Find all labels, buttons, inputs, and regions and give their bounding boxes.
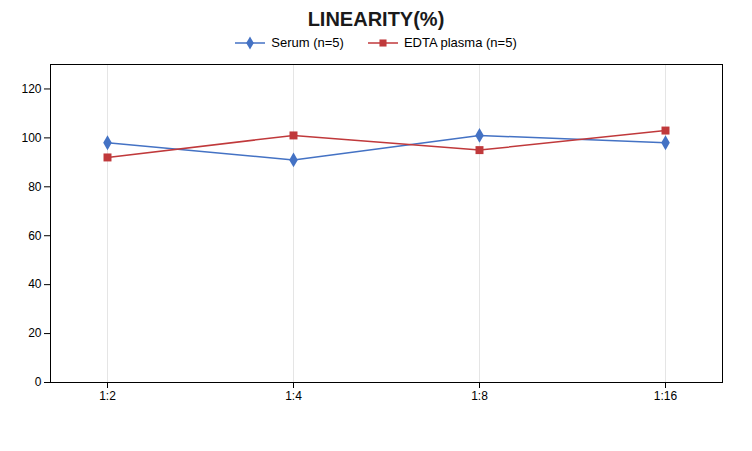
svg-text:80: 80 (28, 180, 42, 194)
svg-text:120: 120 (21, 82, 41, 96)
svg-text:1:8: 1:8 (471, 389, 488, 403)
html-text:LINEARITY(%): LINEARITY(%) (307, 8, 445, 30)
svg-text:1:16: 1:16 (654, 389, 678, 403)
svg-text:40: 40 (28, 277, 42, 291)
svg-text:0: 0 (35, 375, 42, 389)
html-text:EDTA plasma (n=5): EDTA plasma (n=5) (403, 35, 517, 50)
svg-text:60: 60 (28, 229, 42, 243)
svg-text:1:2: 1:2 (99, 389, 116, 403)
html-text:Serum (n=5): Serum (n=5) (271, 35, 344, 50)
svg-text:20: 20 (28, 326, 42, 340)
svg-text:1:4: 1:4 (285, 389, 302, 403)
svg-text:100: 100 (21, 131, 41, 145)
